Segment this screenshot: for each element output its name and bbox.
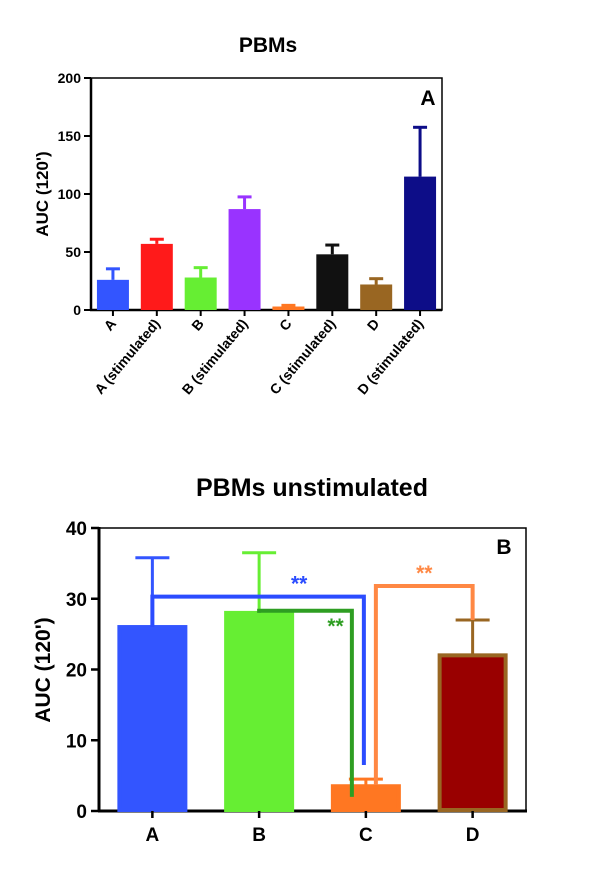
panel-a-xtick-label: B	[188, 316, 207, 334]
panel-a-title: PBMs	[239, 34, 297, 57]
panel-b-xtick-label: C	[359, 825, 373, 846]
panel-b-title: PBMs unstimulated	[196, 474, 428, 502]
panel-a-bar	[316, 254, 349, 310]
panel-b-bar	[330, 784, 401, 812]
panel-b-xtick-label: B	[252, 825, 266, 846]
panel-b-bar	[117, 625, 188, 812]
panel-b-ytick-label: 40	[66, 519, 87, 540]
panel-a-bar	[96, 279, 129, 310]
panel-a-label: A	[420, 87, 435, 110]
panel-b-bar	[437, 653, 508, 812]
panel-a-xtick-label: D	[364, 316, 383, 334]
panel-b-ytick-label: 20	[66, 661, 87, 682]
panel-a-bar	[228, 209, 261, 310]
panel-b-ylabel: AUC (120')	[32, 617, 55, 722]
panel-b-significance-label: **	[327, 615, 344, 638]
panel-a-xtick-label: C (stimulated)	[266, 316, 338, 398]
panel-a-xtick-label: D (stimulated)	[354, 316, 426, 398]
panel-b-ytick-label: 30	[66, 590, 87, 611]
panel-a-ytick-label: 150	[58, 128, 82, 144]
panel-a-bar	[140, 243, 173, 310]
panel-a-bar	[184, 277, 217, 310]
panel-b-significance-bracket	[373, 584, 475, 785]
panel-a-ytick-label: 50	[65, 244, 81, 260]
panel-a-bar	[404, 176, 437, 310]
panel-b-significance-bracket	[150, 594, 366, 766]
panel-a-bar	[272, 306, 305, 310]
panel-b-significance-label: **	[416, 562, 433, 585]
panel-a-ytick-label: 0	[73, 302, 81, 318]
panel-a-ylabel: AUC (120')	[33, 151, 52, 236]
panel-a-xtick-label: B (stimulated)	[179, 316, 251, 398]
panel-b-xtick-label: A	[146, 825, 160, 846]
panel-b: PBMs unstimulated B AUC (120') 0 10 20 30 40…	[32, 474, 527, 846]
panel-b-xtick-label: D	[466, 825, 480, 846]
panel-a-ytick-label: 200	[58, 70, 82, 86]
panel-b-significance-label: **	[291, 573, 308, 596]
panel-b-ytick-label: 10	[66, 731, 87, 752]
panel-b-label: B	[496, 536, 511, 559]
panel-a-xtick-label: A (stimulated)	[91, 316, 163, 397]
panel-a-xtick-label: C	[276, 316, 295, 334]
panel-b-ytick-label: 0	[76, 802, 87, 823]
panel-a-bar	[360, 284, 393, 310]
panel-b-bar	[224, 610, 295, 813]
panel-a-xtick-label: A	[100, 316, 119, 334]
panel-a-ytick-label: 100	[58, 186, 82, 202]
panel-b-significance-bracket	[257, 608, 354, 797]
